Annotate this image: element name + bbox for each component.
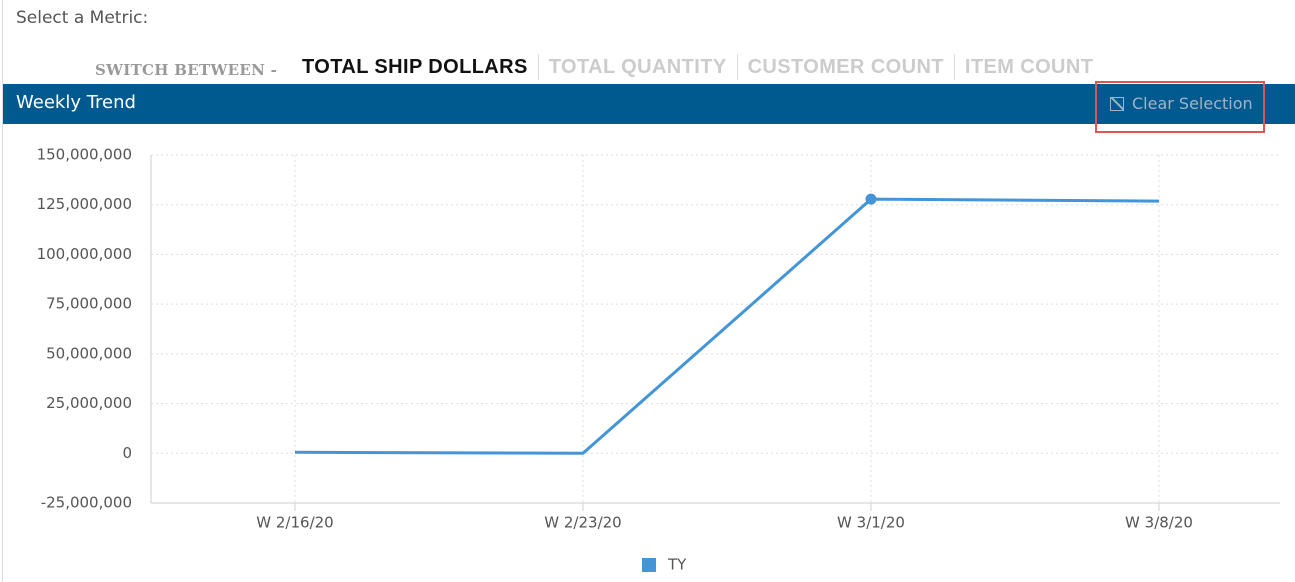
panel-header: [3, 84, 1295, 124]
metric-tab[interactable]: ITEM COUNT: [953, 54, 1103, 80]
series-line: [294, 197, 1160, 455]
y-tick-label: 50,000,000: [46, 344, 132, 362]
metric-tab[interactable]: TOTAL QUANTITY: [537, 54, 737, 80]
metric-tab[interactable]: CUSTOMER COUNT: [736, 54, 954, 80]
y-tick-label: 75,000,000: [46, 295, 132, 313]
tab-bar: TOTAL SHIP DOLLARS TOTAL QUANTITY CUSTOMER…: [292, 54, 1103, 80]
x-tick-label: W 3/8/20: [1125, 514, 1193, 532]
panel-title: Weekly Trend: [16, 92, 136, 113]
y-tick-label: -25,000,000: [41, 494, 132, 512]
y-tick-label: 0: [122, 444, 132, 462]
metric-tab[interactable]: TOTAL SHIP DOLLARS: [302, 56, 528, 78]
clear-selection-button[interactable]: Clear Selection: [1110, 94, 1253, 113]
legend-swatch: [642, 558, 656, 572]
clear-icon: [1110, 96, 1124, 111]
x-tick-label: W 2/23/20: [544, 514, 621, 532]
hover-marker: [865, 193, 877, 205]
legend-label: TY: [667, 556, 687, 574]
prompt: Select a Metric:: [16, 8, 149, 28]
y-tick-label: 100,000,000: [37, 245, 132, 263]
x-tick-label: W 2/16/20: [256, 514, 333, 532]
switch-label: SWITCH BETWEEN -: [95, 61, 278, 79]
clear-label: Clear Selection: [1132, 94, 1253, 113]
highlight-box: [1095, 81, 1265, 133]
x-tick-label: W 3/1/20: [837, 514, 905, 532]
y-tick-label: 125,000,000: [37, 195, 132, 213]
border: [2, 0, 3, 582]
y-tick-label: 150,000,000: [37, 146, 132, 164]
y-tick-label: 25,000,000: [46, 394, 132, 412]
